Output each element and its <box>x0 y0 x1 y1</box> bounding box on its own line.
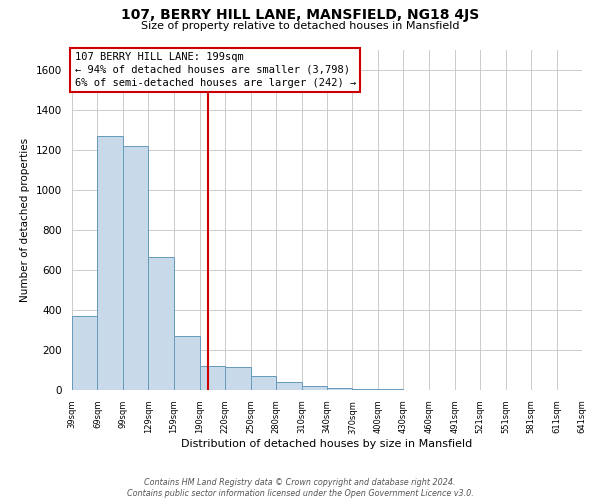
Text: Size of property relative to detached houses in Mansfield: Size of property relative to detached ho… <box>141 21 459 31</box>
Bar <box>276 382 302 390</box>
Bar <box>173 336 200 390</box>
Bar <box>226 367 251 390</box>
Bar <box>251 376 276 390</box>
Text: Contains HM Land Registry data © Crown copyright and database right 2024.
Contai: Contains HM Land Registry data © Crown c… <box>127 478 473 498</box>
Bar <box>97 136 123 390</box>
Bar <box>200 366 226 390</box>
Bar <box>148 257 173 390</box>
Text: 107 BERRY HILL LANE: 199sqm
← 94% of detached houses are smaller (3,798)
6% of s: 107 BERRY HILL LANE: 199sqm ← 94% of det… <box>74 52 356 88</box>
Bar <box>352 389 378 390</box>
Bar <box>72 316 97 390</box>
Text: 107, BERRY HILL LANE, MANSFIELD, NG18 4JS: 107, BERRY HILL LANE, MANSFIELD, NG18 4J… <box>121 8 479 22</box>
Y-axis label: Number of detached properties: Number of detached properties <box>20 138 31 302</box>
Bar <box>302 386 327 390</box>
X-axis label: Distribution of detached houses by size in Mansfield: Distribution of detached houses by size … <box>181 439 473 449</box>
Bar <box>327 388 352 390</box>
Bar <box>123 146 148 390</box>
